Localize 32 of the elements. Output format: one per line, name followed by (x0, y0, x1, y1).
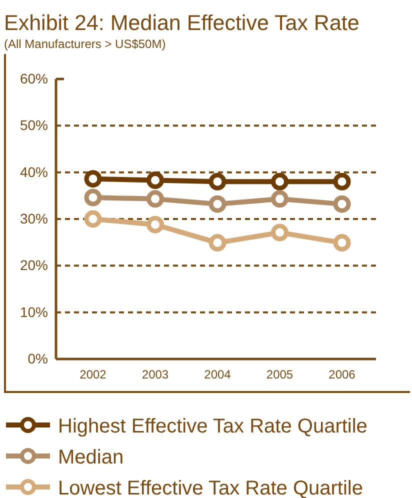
legend-label: Median (58, 446, 124, 468)
chart-title: Exhibit 24: Median Effective Tax Rate (4, 11, 360, 35)
point (84, 210, 102, 228)
point (146, 172, 164, 190)
y-tick-label: 40% (20, 164, 48, 180)
chart-subtitle: (All Manufacturers > US$50M) (4, 37, 166, 51)
point (333, 234, 351, 252)
legend-label: Lowest Effective Tax Rate Quartile (58, 478, 363, 498)
y-tick-label: 60% (20, 70, 48, 86)
y-tick-label: 10% (20, 304, 48, 320)
point (333, 172, 351, 190)
y-tick-label: 50% (20, 117, 48, 134)
point (208, 195, 226, 213)
point (271, 172, 288, 190)
y-tick-label: 20% (20, 257, 48, 274)
legend-label: Highest Effective Tax Rate Quartile (58, 416, 368, 438)
point (271, 224, 288, 242)
x-tick-label: 2005 (266, 368, 294, 382)
point (208, 234, 226, 252)
point (333, 195, 351, 213)
y-tick-label: 30% (20, 210, 48, 226)
x-tick-label: 2004 (204, 368, 232, 382)
point (84, 170, 102, 188)
point (271, 190, 288, 208)
point (208, 172, 226, 190)
y-tick-label: 0% (28, 350, 48, 366)
x-tick-label: 2002 (80, 368, 107, 382)
point (146, 216, 164, 234)
x-tick-label: 2003 (142, 368, 169, 382)
point (146, 190, 164, 208)
point (84, 188, 102, 206)
x-tick-label: 2006 (328, 368, 356, 382)
